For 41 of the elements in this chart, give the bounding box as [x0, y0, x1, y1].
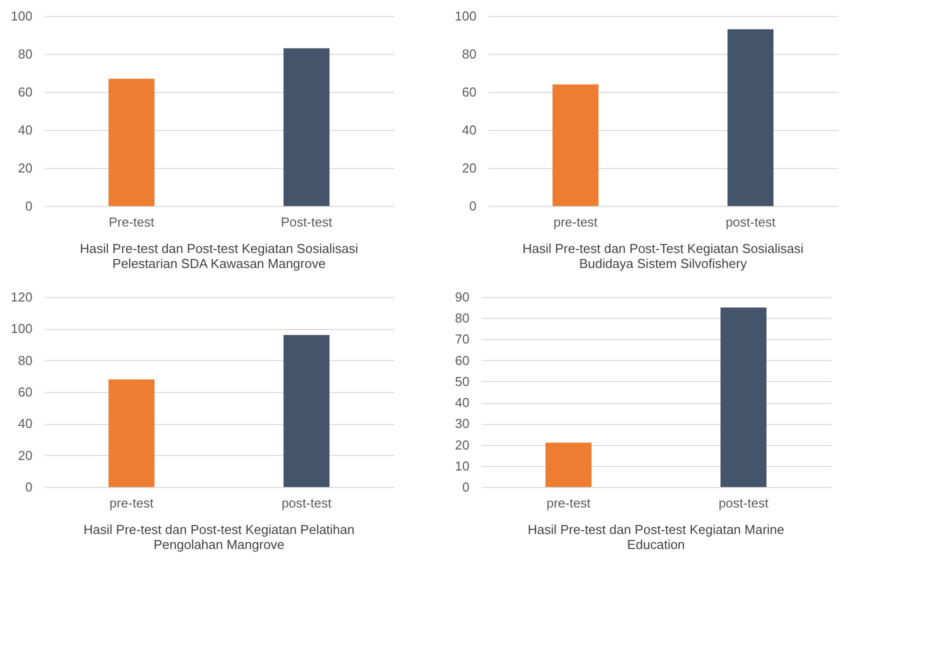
y-tick-label: 80: [455, 310, 470, 326]
x-tick-label: post-test: [718, 496, 769, 510]
x-tick-label: Post-test: [280, 214, 333, 230]
y-tick-label: 20: [455, 437, 470, 452]
y-tick-label: 40: [462, 122, 476, 138]
y-tick-label: 100: [10, 321, 32, 336]
y-tick-label: 100: [10, 8, 32, 24]
y-tick-label: 60: [455, 352, 470, 368]
y-tick-label: 40: [18, 416, 32, 432]
y-tick-label: 0: [25, 480, 32, 494]
text: Hasil Pre-test dan Post-Test Kegiatan Sosialisasi Budidaya Sistem Silvofishery: [522, 241, 804, 271]
x-tick-label: post-test: [282, 496, 332, 510]
y-tick-label: 70: [455, 332, 470, 347]
y-tick-label: 60: [462, 84, 476, 100]
y-tick-label: 20: [462, 160, 476, 176]
x-tick-label: pre-test: [109, 496, 154, 510]
y-tick-label: 20: [18, 160, 32, 176]
y-tick-label: 30: [455, 416, 470, 432]
y-tick-label: 80: [462, 46, 476, 62]
y-tick-label: 60: [18, 84, 32, 100]
y-tick-label: 90: [455, 290, 470, 304]
x-tick-label: pre-test: [553, 214, 598, 230]
text: Hasil Pre-test dan Post-test Kegiatan Sosialisasi Pelestarian SDA Kawasan Mangrove: [80, 241, 358, 271]
y-tick-label: 50: [455, 374, 470, 389]
y-tick-label: 20: [18, 448, 32, 463]
y-tick-label: 120: [10, 290, 32, 304]
y-tick-label: 0: [25, 198, 32, 214]
y-tick-label: 0: [469, 198, 476, 214]
y-tick-label: 80: [18, 352, 32, 368]
y-tick-label: 80: [18, 46, 32, 62]
x-tick-label: post-test: [726, 214, 776, 230]
x-tick-label: Pre-test: [108, 214, 155, 230]
y-tick-label: 10: [455, 458, 470, 474]
y-tick-label: 40: [455, 395, 470, 410]
y-tick-label: 60: [18, 384, 32, 400]
text: Hasil Pre-test dan Post-test Kegiatan Marine Education: [528, 522, 784, 552]
x-tick-label: pre-test: [546, 496, 591, 510]
text: Hasil Pre-test dan Post-test Kegiatan Pelatihan Pengolahan Mangrove: [84, 522, 354, 552]
y-tick-label: 100: [454, 8, 476, 24]
y-tick-label: 40: [18, 122, 32, 138]
y-tick-label: 0: [462, 480, 470, 494]
